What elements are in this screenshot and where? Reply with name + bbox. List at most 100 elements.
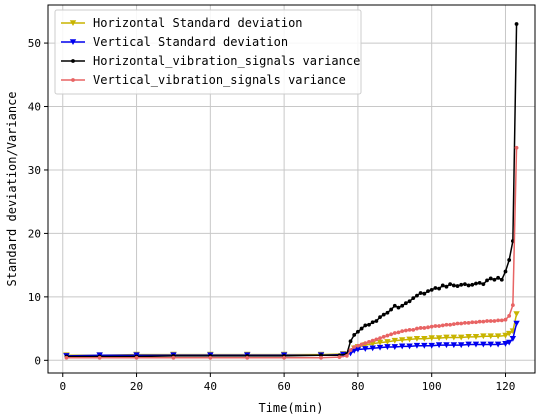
y-tick-label: 10 xyxy=(28,291,41,304)
data-point xyxy=(426,325,430,330)
data-point xyxy=(413,335,421,342)
legend-swatch-marker xyxy=(69,39,77,45)
data-point xyxy=(381,334,386,339)
plot-frame xyxy=(47,4,536,374)
data-point xyxy=(470,282,475,287)
data-point xyxy=(477,281,482,285)
data-point xyxy=(426,289,430,294)
data-point xyxy=(378,336,382,341)
data-point xyxy=(435,335,443,342)
data-point xyxy=(352,333,357,337)
x-tick-label: 60 xyxy=(277,380,290,393)
data-point xyxy=(443,342,450,349)
data-point xyxy=(411,296,416,301)
series-4 xyxy=(64,145,519,360)
data-point xyxy=(455,284,460,288)
data-point xyxy=(487,333,494,340)
data-point xyxy=(458,334,465,341)
data-point xyxy=(496,318,501,323)
data-point xyxy=(337,355,342,360)
data-point xyxy=(481,319,486,324)
data-point xyxy=(354,346,362,353)
data-point xyxy=(369,345,376,352)
data-point xyxy=(362,346,369,352)
data-point xyxy=(413,342,421,349)
data-point xyxy=(398,337,406,344)
data-point xyxy=(433,324,438,328)
x-tick-label: 80 xyxy=(351,380,364,393)
series-line xyxy=(66,313,518,356)
data-point xyxy=(440,323,445,328)
data-point xyxy=(359,326,364,331)
data-point xyxy=(389,307,394,312)
data-point xyxy=(459,282,464,287)
y-tick-label: 30 xyxy=(28,164,41,177)
data-point xyxy=(418,291,423,295)
data-point xyxy=(381,312,386,317)
data-point xyxy=(433,286,438,290)
data-point xyxy=(450,334,458,341)
data-point xyxy=(415,326,419,331)
y-tick-label: 20 xyxy=(28,227,41,240)
data-point xyxy=(245,355,250,360)
axis-ticks: 0 20 40 60 80 100 120 0 10 20 30 40 50 xyxy=(28,37,516,393)
data-point xyxy=(370,338,375,343)
data-point xyxy=(440,283,445,288)
data-point xyxy=(348,339,353,344)
data-point xyxy=(352,345,357,349)
data-point xyxy=(415,293,419,298)
data-point xyxy=(376,344,384,351)
data-point xyxy=(444,322,449,327)
x-tick-label: 120 xyxy=(496,380,516,393)
data-point xyxy=(463,320,467,325)
data-point xyxy=(510,303,515,308)
data-point xyxy=(459,321,464,326)
data-point xyxy=(443,334,450,341)
data-point xyxy=(356,329,360,334)
legend-entry: Horizontal Standard deviation xyxy=(61,16,303,30)
data-point xyxy=(487,341,494,348)
data-point xyxy=(466,320,471,325)
data-point xyxy=(444,284,449,289)
legend-box xyxy=(54,9,362,95)
data-point xyxy=(385,310,390,315)
y-tick-label: 0 xyxy=(34,354,41,367)
data-point xyxy=(474,281,478,286)
data-point xyxy=(407,327,412,332)
data-point xyxy=(514,22,519,26)
data-point xyxy=(480,333,487,340)
data-point xyxy=(400,303,405,308)
data-point xyxy=(429,287,434,292)
data-point xyxy=(499,318,504,323)
data-point xyxy=(367,322,371,327)
data-point xyxy=(485,319,489,323)
data-point xyxy=(422,291,427,296)
data-point xyxy=(505,330,513,337)
data-point xyxy=(376,339,384,346)
data-point xyxy=(396,330,401,335)
data-point xyxy=(435,342,443,349)
data-point xyxy=(97,355,102,360)
data-point xyxy=(421,342,428,349)
data-point xyxy=(403,328,408,333)
data-point xyxy=(502,341,509,347)
data-point xyxy=(488,276,493,281)
x-axis-label: Time(min) xyxy=(258,401,323,415)
data-point xyxy=(492,277,497,282)
data-point xyxy=(465,341,472,348)
data-point xyxy=(428,335,435,342)
data-point xyxy=(488,319,493,323)
data-point xyxy=(64,355,69,360)
data-point xyxy=(429,324,434,329)
data-point xyxy=(496,275,501,280)
data-point xyxy=(359,342,364,347)
data-point xyxy=(351,347,358,354)
data-point xyxy=(406,336,413,343)
data-point xyxy=(472,334,480,340)
data-point xyxy=(477,319,482,324)
data-point xyxy=(492,319,497,323)
data-point xyxy=(363,341,368,346)
data-point xyxy=(378,315,382,320)
x-tick-label: 0 xyxy=(59,380,66,393)
data-point xyxy=(384,344,391,350)
